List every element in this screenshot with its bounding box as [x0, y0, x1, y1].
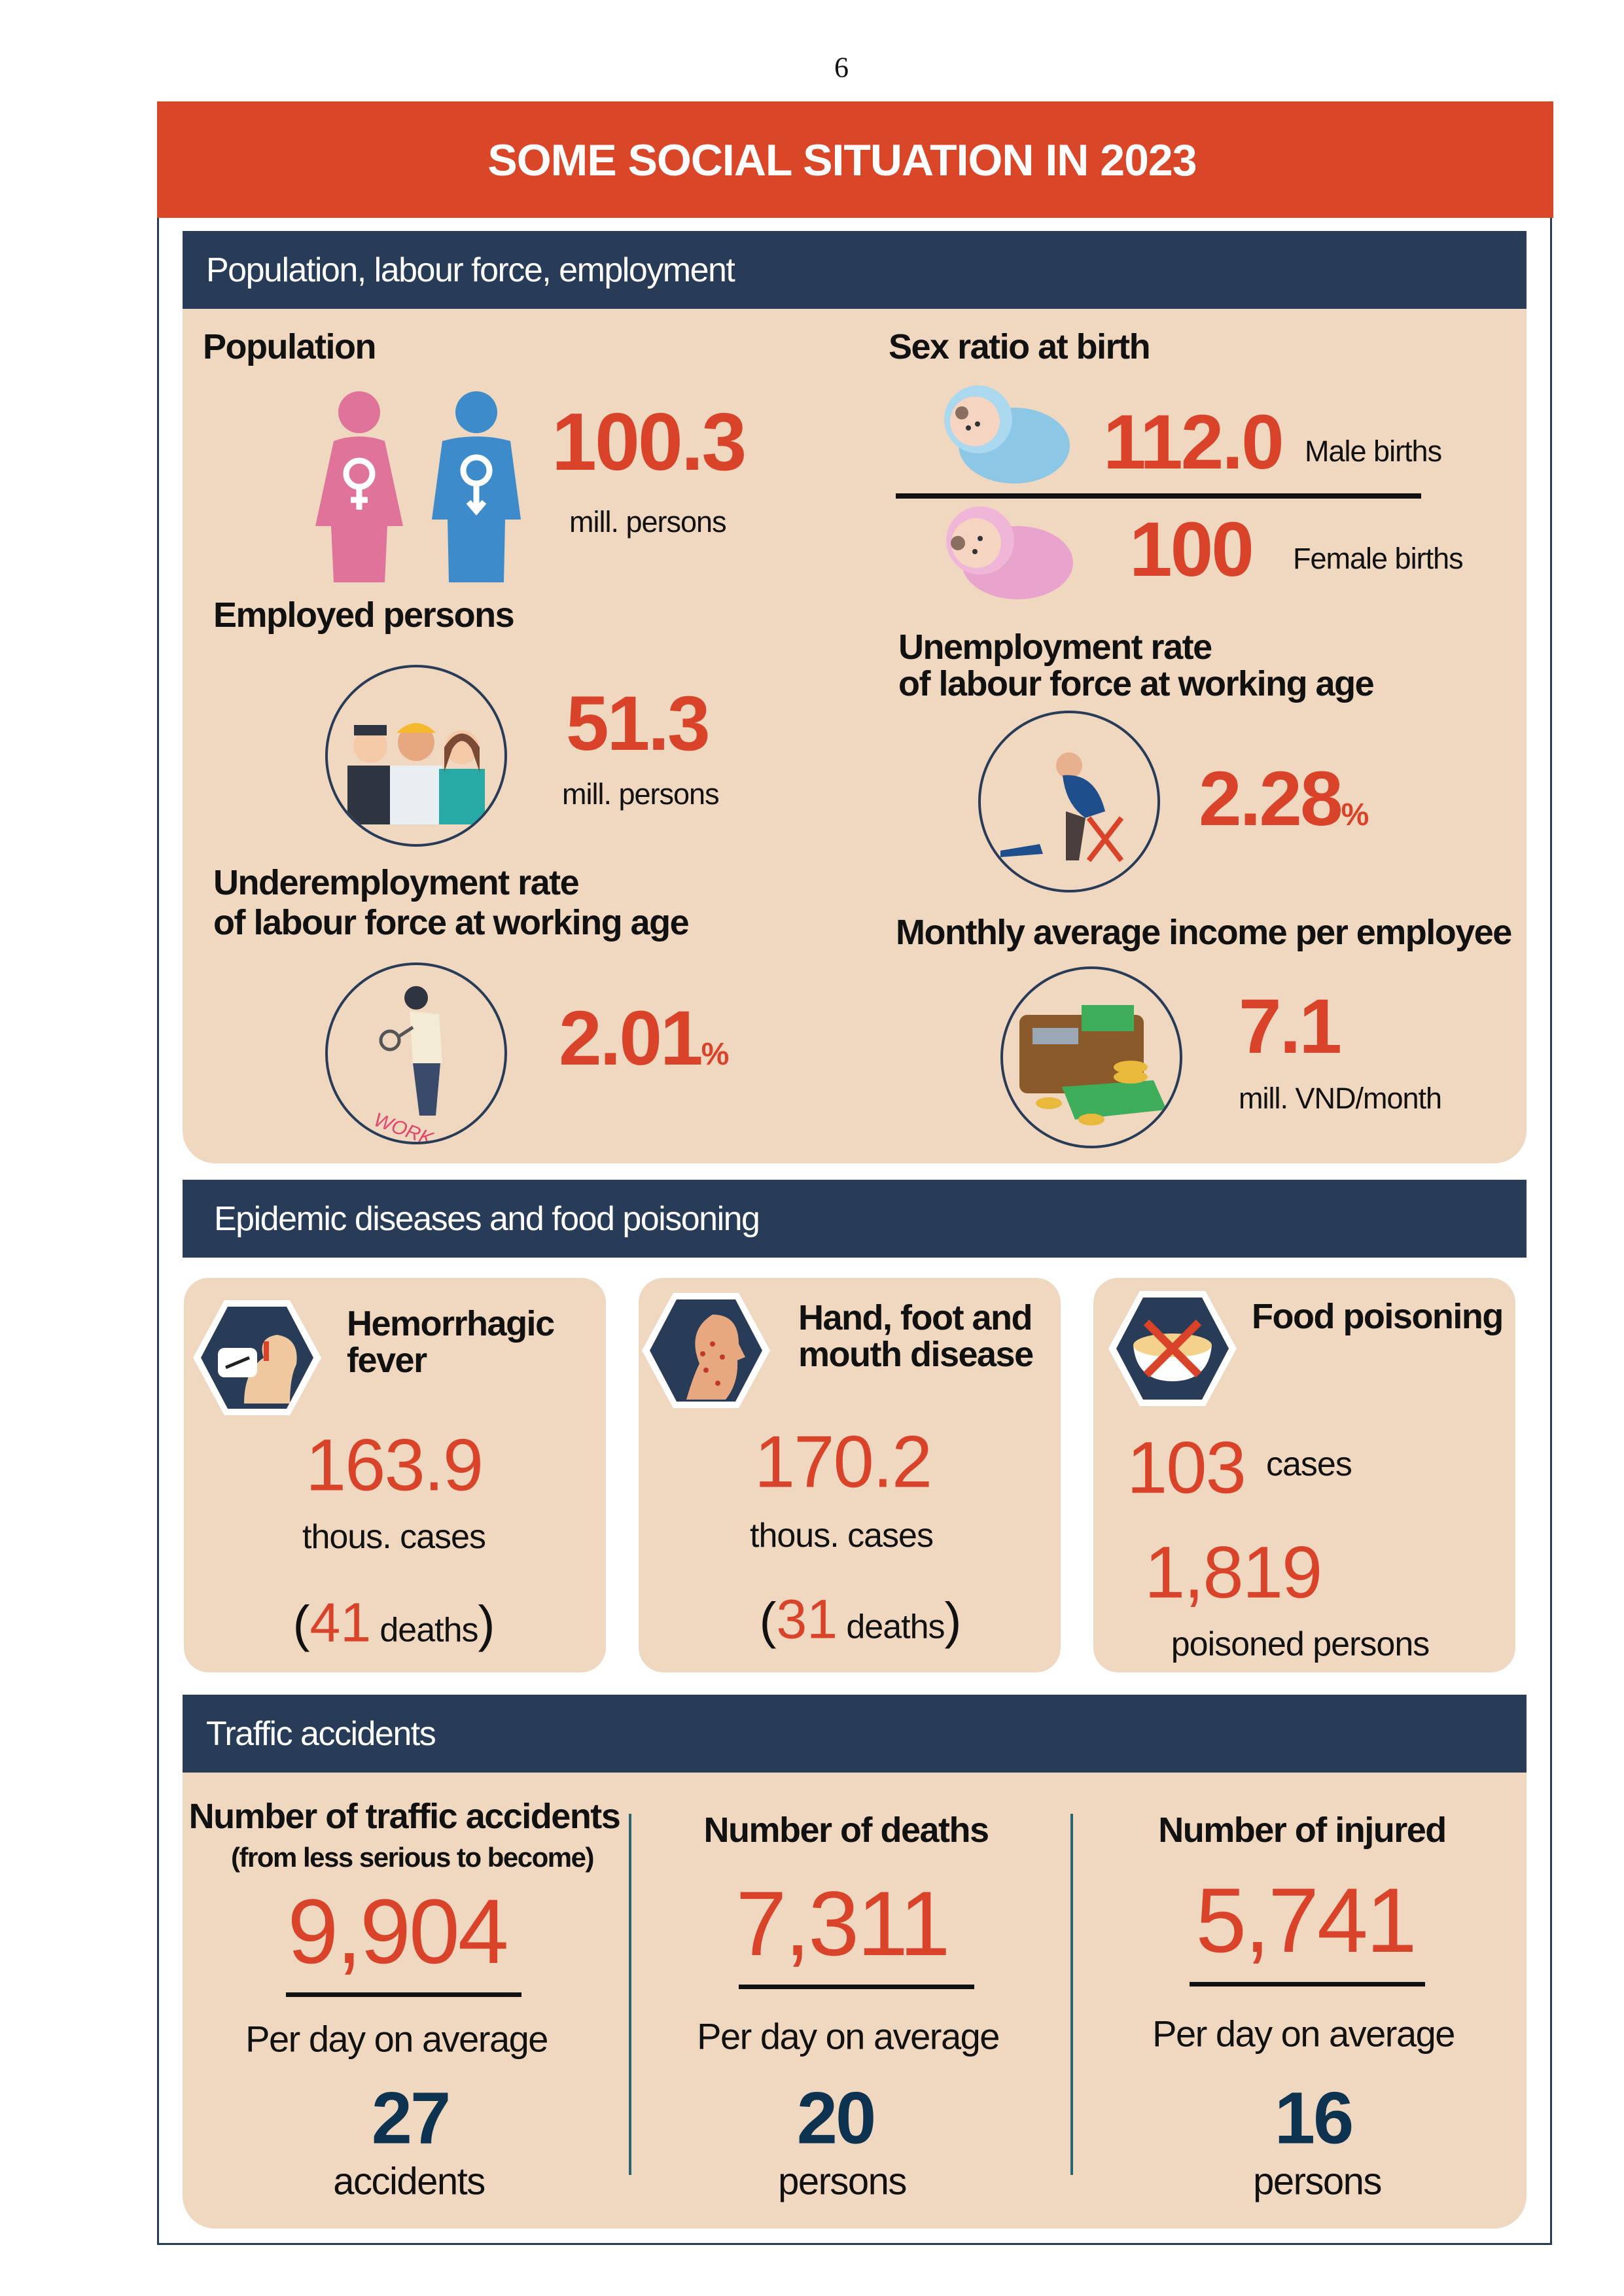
- hfmd-unit: thous. cases: [750, 1517, 934, 1555]
- female-births-value: 100: [1129, 506, 1254, 593]
- section-title: Epidemic diseases and food poisoning: [214, 1199, 760, 1238]
- underemployment-number: 2.01: [559, 995, 703, 1082]
- population-label: Population: [203, 327, 376, 366]
- underemployment-label-line1: Underemployment rate: [213, 863, 580, 902]
- accidents-per-day-unit: accidents: [333, 2160, 485, 2203]
- unemployment-label-line1: Unemployment rate: [898, 627, 1212, 667]
- section-header-traffic: Traffic accidents: [183, 1695, 1527, 1773]
- paren: ): [478, 1595, 495, 1653]
- deaths-per-day-value: 20: [796, 2077, 877, 2159]
- baby-boy-icon: [944, 385, 1070, 484]
- underemployment-value: 2.01%: [559, 994, 729, 1083]
- injured-per-day-value: 16: [1274, 2077, 1354, 2159]
- deaths-per-day-unit: persons: [778, 2160, 907, 2203]
- deaths-value: 7,311: [735, 1872, 951, 1975]
- paren: ): [944, 1591, 962, 1650]
- unemployment-number: 2.28: [1199, 756, 1343, 842]
- deaths-label: deaths: [837, 1608, 945, 1646]
- female-male-figures-icon: [315, 391, 521, 582]
- hfmd-deaths: (31 deaths): [760, 1588, 962, 1651]
- unemployment-value: 2.28%: [1199, 754, 1369, 843]
- traffic-panel: [183, 1773, 1527, 2229]
- workers-icon: [325, 665, 507, 847]
- accidents-per-day-value: 27: [371, 2077, 451, 2159]
- man-magnifier-icon: WORK: [325, 963, 507, 1144]
- hfmd-title-line2: mouth disease: [798, 1335, 1034, 1374]
- income-label: Monthly average income per employee: [896, 913, 1512, 952]
- section-title: Population, labour force, employment: [206, 251, 735, 289]
- page-title: SOME SOCIAL SITUATION IN 2023: [487, 135, 1197, 185]
- deaths-title: Number of deaths: [703, 1810, 989, 1850]
- poisoned-value: 1,819: [1144, 1531, 1322, 1614]
- food-cases-value: 103: [1127, 1426, 1246, 1509]
- paren: (: [759, 1591, 777, 1650]
- section-header-population: Population, labour force, employment: [183, 231, 1527, 309]
- income-value: 7.1: [1239, 983, 1342, 1070]
- hfmd-title-line1: Hand, foot and: [798, 1298, 1033, 1337]
- hemorrhagic-deaths: (41 deaths): [293, 1591, 495, 1655]
- unemployment-percent: %: [1341, 798, 1369, 832]
- hemorrhagic-unit: thous. cases: [302, 1518, 486, 1556]
- unemployment-label-line2: of labour force at working age: [898, 664, 1375, 703]
- male-births-label: Male births: [1305, 434, 1442, 468]
- traffic-accidents-title: Number of traffic accidents: [188, 1797, 621, 1836]
- mosquito-fever-icon: [193, 1300, 321, 1415]
- hemorrhagic-title-line2: fever: [347, 1341, 427, 1380]
- per-day-label: Per day on average: [1152, 2013, 1455, 2055]
- per-day-label: Per day on average: [697, 2015, 1000, 2057]
- sex-ratio-label: Sex ratio at birth: [889, 327, 1151, 366]
- hemorrhagic-value: 163.9: [305, 1424, 484, 1506]
- underemployment-percent: %: [701, 1037, 730, 1072]
- traffic-accidents-subtitle: (from less serious to become): [231, 1842, 595, 1873]
- baby-girl-icon: [946, 506, 1073, 599]
- deaths-label: deaths: [370, 1611, 478, 1650]
- page-number: 6: [834, 51, 849, 84]
- value-underline: [1190, 1982, 1425, 1987]
- male-births-value: 112.0: [1103, 399, 1284, 486]
- underemployment-label-line2: of labour force at working age: [213, 903, 690, 942]
- food-cases-label: cases: [1266, 1445, 1352, 1483]
- deaths-value: 31: [776, 1588, 838, 1650]
- injured-value: 5,741: [1195, 1869, 1417, 1971]
- section-header-epidemic: Epidemic diseases and food poisoning: [183, 1180, 1527, 1258]
- income-unit: mill. VND/month: [1239, 1082, 1442, 1115]
- population-unit: mill. persons: [569, 505, 727, 539]
- food-poisoning-title: Food poisoning: [1252, 1297, 1504, 1336]
- value-underline: [286, 1992, 521, 1997]
- hemorrhagic-title-line1: Hemorrhagic: [347, 1304, 555, 1343]
- employed-unit: mill. persons: [562, 777, 720, 811]
- employed-value: 51.3: [566, 680, 711, 767]
- hfmd-value: 170.2: [754, 1421, 932, 1503]
- deaths-value: 41: [309, 1591, 371, 1653]
- employed-label: Employed persons: [213, 595, 515, 635]
- traffic-accidents-value: 9,904: [287, 1880, 508, 1983]
- female-births-label: Female births: [1293, 542, 1464, 575]
- column-divider: [1070, 1814, 1073, 2175]
- wallet-money-icon: [1000, 966, 1182, 1148]
- food-poisoning-icon: [1108, 1291, 1237, 1406]
- column-divider: [629, 1814, 631, 2175]
- population-value: 100.3: [552, 397, 747, 487]
- title-bar: [157, 101, 1553, 218]
- per-day-label: Per day on average: [245, 2018, 548, 2060]
- value-underline: [739, 1985, 974, 1989]
- injured-per-day-unit: persons: [1253, 2160, 1382, 2203]
- section-title: Traffic accidents: [206, 1714, 436, 1753]
- ratio-divider: [896, 493, 1421, 499]
- sad-man-icon: [978, 711, 1160, 892]
- injured-title: Number of injured: [1158, 1810, 1447, 1850]
- rash-face-icon: [642, 1293, 770, 1408]
- paren: (: [292, 1595, 310, 1653]
- poisoned-label: poisoned persons: [1171, 1625, 1430, 1663]
